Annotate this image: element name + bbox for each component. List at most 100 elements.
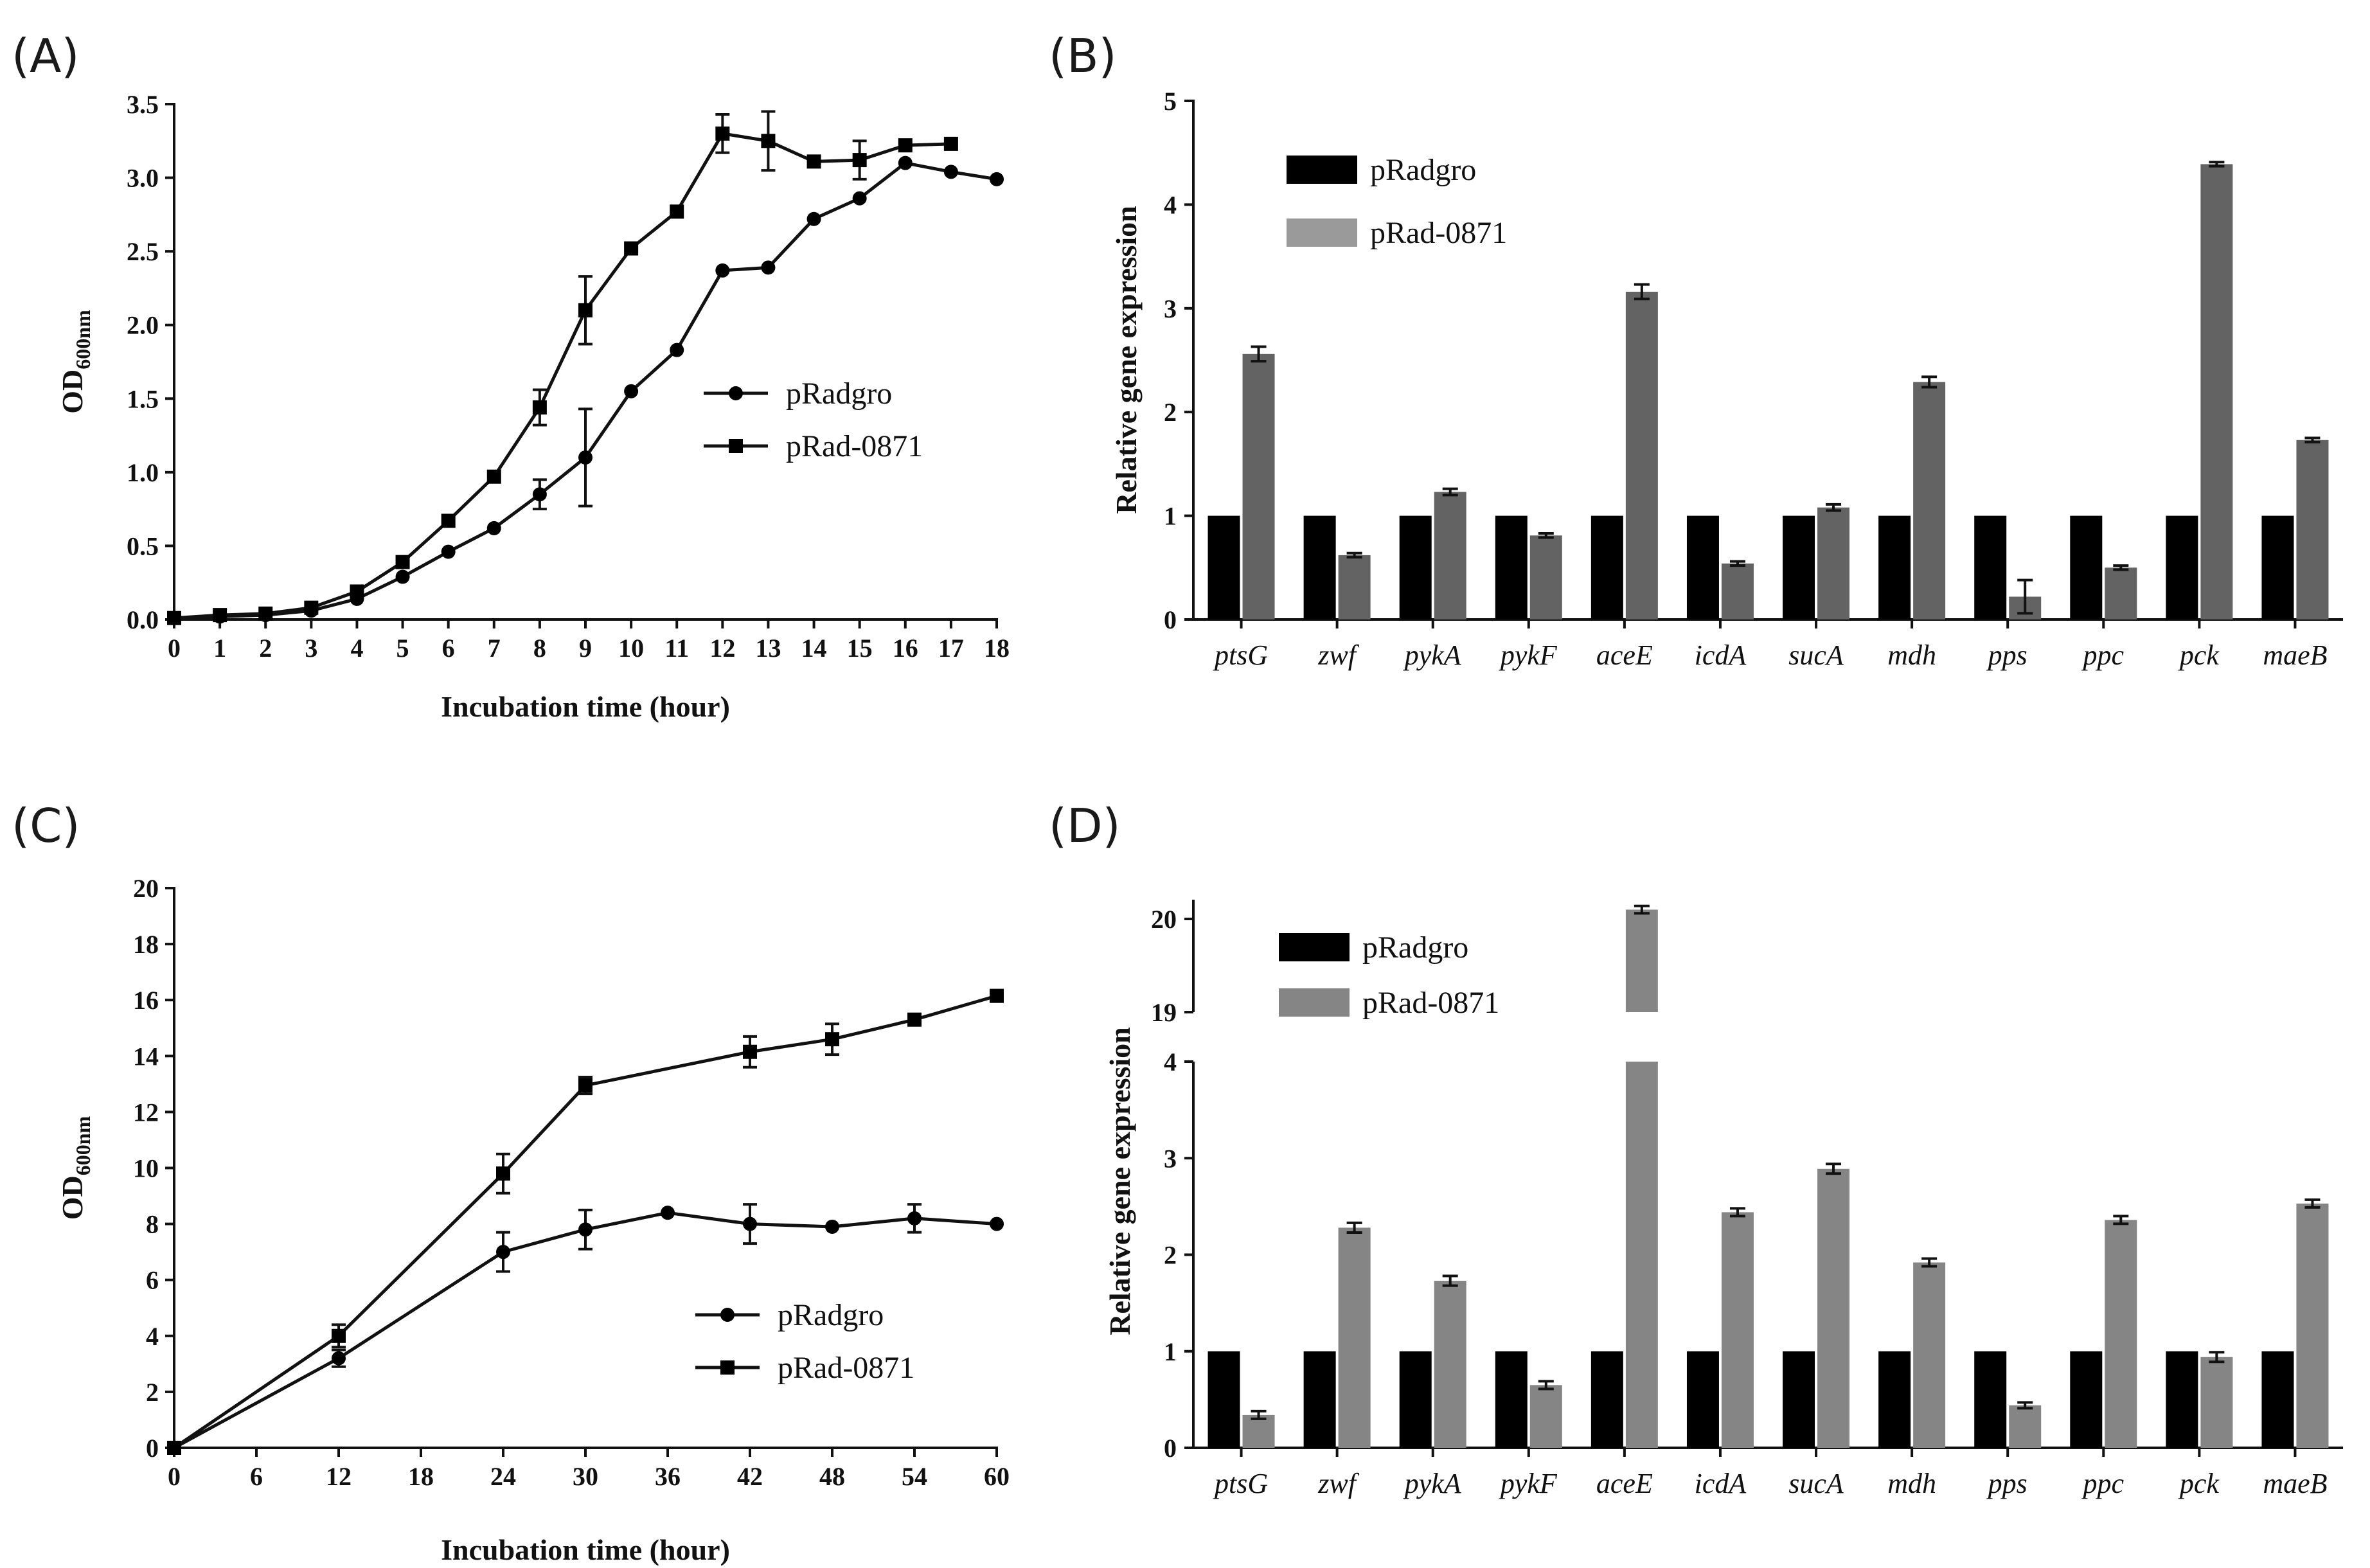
y-tick-label: 3.5 — [127, 90, 159, 119]
x-tick-label: 0 — [168, 634, 181, 663]
category-label-maeB: maeB — [2263, 1468, 2327, 1499]
bar-pradgro-mdh — [1878, 1351, 1911, 1448]
data-point-circle — [825, 1219, 839, 1234]
legend-label: pRad-0871 — [778, 1351, 914, 1385]
bar-pradgro-zwf — [1303, 515, 1336, 619]
x-tick-label: 30 — [573, 1462, 598, 1491]
bar-prad-0871-zwf — [1338, 555, 1371, 619]
y-tick-label: 3 — [1164, 294, 1177, 323]
data-point-circle — [907, 1211, 922, 1225]
y-tick-label: 1 — [1164, 1337, 1177, 1366]
data-point-square — [304, 600, 319, 615]
x-tick-label: 18 — [984, 634, 1010, 663]
x-tick-label: 16 — [893, 634, 918, 663]
bar-prad-0871-pykF — [1529, 535, 1562, 619]
x-tick-label: 60 — [984, 1462, 1010, 1491]
category-label-pck: pck — [2178, 1468, 2220, 1499]
bar-pradgro-sucA — [1783, 515, 1815, 619]
bar-pradgro-ptsG — [1207, 1351, 1240, 1448]
panel-label: (C) — [12, 799, 80, 853]
bar-prad-0871-aceE-lower — [1625, 1062, 1658, 1448]
legend-swatch — [1287, 156, 1357, 184]
y-tick-label: 8 — [146, 1210, 159, 1239]
y-axis-title: Relative gene expression — [1103, 1027, 1136, 1335]
y-tick-label: 0.5 — [127, 531, 159, 560]
data-point-circle — [852, 191, 867, 206]
x-tick-label: 54 — [902, 1462, 927, 1491]
legend-marker-square — [720, 1360, 735, 1375]
bar-pradgro-pck — [2166, 1351, 2198, 1448]
bar-prad-0871-ptsG — [1242, 1414, 1275, 1448]
x-tick-label: 17 — [938, 634, 964, 663]
data-point-square — [943, 136, 958, 151]
bar-pradgro-maeB — [2261, 515, 2294, 619]
data-point-circle — [943, 165, 958, 179]
data-point-square — [907, 1012, 922, 1027]
x-tick-label: 9 — [579, 634, 592, 663]
x-tick-label: 2 — [259, 634, 272, 663]
x-tick-label: 6 — [250, 1462, 263, 1491]
panel-label: (D) — [1049, 799, 1121, 853]
bar-prad-0871-aceE — [1625, 291, 1658, 619]
y-tick-label: 20 — [133, 874, 159, 903]
legend-label: pRad-0871 — [1362, 986, 1499, 1020]
y-tick-label: 10 — [133, 1154, 159, 1183]
category-label-maeB: maeB — [2263, 639, 2327, 671]
data-point-circle — [898, 156, 913, 170]
data-point-square — [898, 138, 913, 153]
data-point-square — [532, 400, 547, 415]
y-tick-label: 0 — [1164, 1434, 1177, 1463]
x-tick-label: 14 — [801, 634, 827, 663]
data-point-square — [761, 134, 776, 148]
panel-b-expression-chart: (B) 0 1 2 3 4 5 Relative gene expression ptsG zwf… — [1049, 29, 2343, 671]
bar-pradgro-ptsG — [1207, 515, 1240, 619]
bar-pradgro-zwf — [1303, 1351, 1336, 1448]
bar-pradgro-pps — [1974, 515, 2007, 619]
y-tick-label: 0.0 — [127, 605, 159, 634]
legend-label: pRadgro — [786, 377, 892, 411]
category-label-pykA: pykA — [1403, 1468, 1462, 1499]
y-tick-label: 12 — [133, 1098, 159, 1127]
legend-label: pRadgro — [1370, 153, 1476, 187]
y-axis-title-subscript: 600nm — [71, 310, 94, 370]
x-tick-label: 42 — [737, 1462, 763, 1491]
legend-label: pRadgro — [778, 1298, 884, 1332]
category-label-aceE: aceE — [1596, 639, 1653, 671]
data-point-circle — [486, 521, 501, 535]
x-tick-label: 3 — [305, 634, 317, 663]
y-tick-label: 3.0 — [127, 164, 159, 193]
data-point-circle — [990, 172, 1004, 186]
bar-prad-0871-pykA — [1434, 1281, 1466, 1448]
data-point-circle — [806, 211, 821, 226]
y-tick-label: 2 — [1164, 398, 1177, 427]
category-label-sucA: sucA — [1788, 1468, 1844, 1499]
y-tick-label: 2 — [146, 1378, 159, 1407]
y-tick-label: 1.5 — [127, 384, 159, 413]
bar-pradgro-pck — [2166, 515, 2198, 619]
panel-label: (B) — [1049, 29, 1117, 83]
y-tick-label: 4 — [146, 1322, 159, 1351]
bar-prad-0871-pykA — [1434, 492, 1466, 619]
x-tick-label: 12 — [326, 1462, 352, 1491]
x-tick-label: 12 — [709, 634, 735, 663]
bar-pradgro-sucA — [1783, 1351, 1815, 1448]
legend-swatch — [1279, 933, 1350, 961]
data-point-square — [350, 584, 364, 599]
category-label-ppc: ppc — [2081, 1468, 2125, 1499]
x-tick-label: 24 — [490, 1462, 516, 1491]
category-label-mdh: mdh — [1887, 639, 1936, 671]
y-axis-title-main: OD — [56, 1175, 89, 1220]
x-tick-label: 13 — [755, 634, 781, 663]
y-tick-label: 18 — [133, 930, 159, 959]
panel-a-growth-chart: (A)0.00.51.01.52.02.53.03.50 1 2 3 4 5 6 7 8 9 10 1… — [12, 29, 1010, 723]
data-point-square — [806, 154, 821, 169]
legend-marker-circle — [720, 1308, 735, 1322]
bar-pradgro-ppc — [2070, 1351, 2103, 1448]
bar-prad-0871-mdh — [1913, 382, 1946, 619]
bar-pradgro-maeB — [2261, 1351, 2294, 1448]
y-tick-label: 0 — [146, 1434, 159, 1463]
bar-prad-0871-icdA — [1721, 1212, 1754, 1448]
bar-prad-0871-aceE-upper — [1625, 909, 1658, 1012]
bar-prad-0871-sucA — [1817, 1168, 1850, 1448]
